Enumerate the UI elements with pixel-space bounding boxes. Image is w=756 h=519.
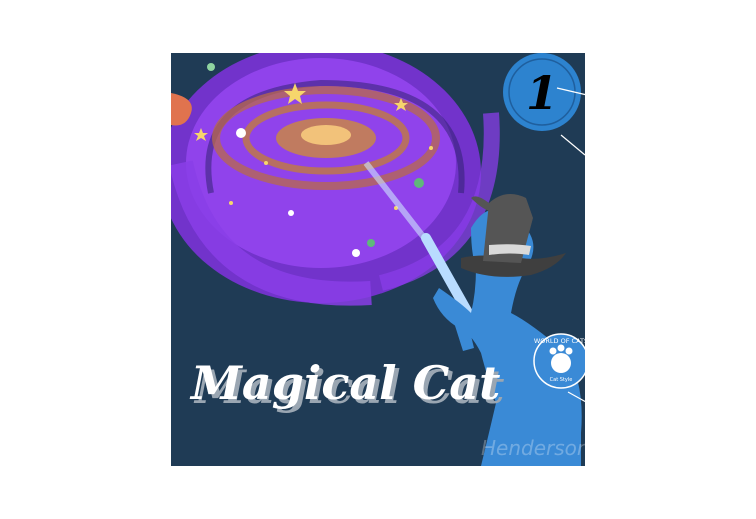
stars [194, 63, 433, 257]
collar-badge-line1: WORLD OF CATS [534, 337, 585, 345]
pointer-arrows [556, 87, 588, 156]
artwork: WORLD OF CATS Cat Style 1 Magical Cat Ma… [171, 53, 585, 466]
wizard-hat [461, 194, 566, 277]
title-shadow: Magical Cat [193, 360, 504, 414]
title: Magical Cat [189, 356, 500, 410]
artwork-svg: WORLD OF CATS Cat Style 1 Magical Cat Ma… [171, 53, 585, 466]
badge-arrow [567, 391, 587, 403]
spiral-galaxy [171, 53, 500, 306]
collar-badge: WORLD OF CATS Cat Style [533, 333, 585, 389]
sticker-number: 1 [526, 66, 558, 120]
magic-wand [421, 233, 476, 323]
red-planet [171, 93, 192, 126]
watermark: Henderson Y. [481, 436, 585, 460]
collar-badge-line2: Cat Style [550, 377, 573, 383]
blue-cat [433, 209, 582, 466]
number-sticker: 1 [503, 53, 581, 131]
